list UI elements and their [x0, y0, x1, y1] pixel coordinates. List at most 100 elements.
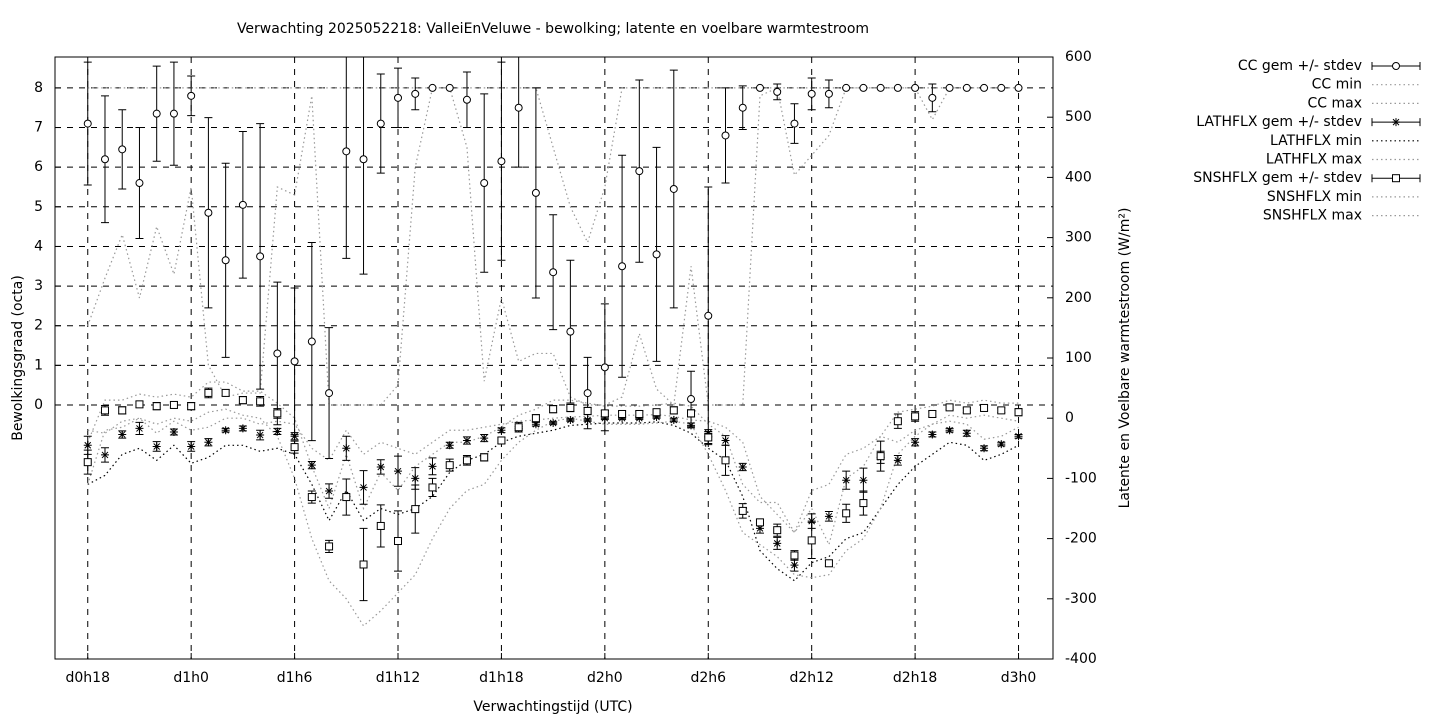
x-tick-label: d3h0 [1001, 670, 1037, 686]
marker [497, 436, 506, 445]
range-line [87, 87, 1019, 407]
marker [583, 389, 592, 398]
legend-marker [1392, 62, 1400, 70]
marker [549, 405, 558, 414]
marker [773, 526, 782, 535]
y-tick-label: 7 [34, 120, 43, 136]
x-tick-label: d2h12 [789, 670, 833, 686]
marker [773, 87, 782, 96]
marker [169, 400, 178, 409]
marker [204, 388, 213, 397]
marker [83, 119, 92, 128]
marker [652, 412, 661, 421]
marker [307, 493, 316, 502]
marker [945, 83, 954, 92]
marker [100, 450, 109, 459]
marker [1014, 83, 1023, 92]
marker [687, 409, 696, 418]
y-axis-label: Bewolkingsgraad (octa) [10, 275, 26, 441]
marker [152, 109, 161, 118]
marker [238, 396, 247, 405]
marker [652, 250, 661, 259]
y2-tick-label: 100 [1065, 350, 1092, 366]
marker [635, 167, 644, 176]
y2-axis-label: Latente en Voelbare warmtestroom (W/m²) [1117, 208, 1133, 509]
marker [411, 474, 420, 483]
marker [480, 434, 489, 443]
marker [411, 505, 420, 514]
y2-tick-label: 300 [1065, 230, 1092, 246]
marker [738, 506, 747, 515]
marker [342, 147, 351, 156]
marker [100, 155, 109, 164]
marker [824, 559, 833, 568]
marker [859, 499, 868, 508]
y2-tick-label: 400 [1065, 169, 1092, 185]
marker [135, 400, 144, 409]
marker [687, 421, 696, 430]
marker [462, 456, 471, 465]
marker [256, 252, 265, 261]
marker [118, 406, 127, 415]
marker [273, 349, 282, 358]
marker [83, 458, 92, 467]
range-line [87, 408, 1019, 627]
marker [893, 83, 902, 92]
legend-label: SNSHFLX min [1267, 189, 1362, 205]
marker [376, 521, 385, 530]
x-tick-label: d2h18 [893, 670, 937, 686]
y2-tick-label: -400 [1065, 651, 1097, 667]
marker [618, 262, 627, 271]
marker [945, 403, 954, 412]
legend-label: CC gem +/- stdev [1238, 58, 1362, 74]
marker [997, 83, 1006, 92]
marker [807, 536, 816, 545]
marker [187, 442, 196, 451]
marker [514, 103, 523, 112]
marker [394, 537, 403, 546]
marker [618, 414, 627, 423]
marker [928, 93, 937, 102]
y-tick-label: 3 [34, 278, 43, 294]
marker [514, 423, 523, 432]
legend-label: CC max [1307, 95, 1362, 111]
marker [462, 436, 471, 445]
marker [325, 389, 334, 398]
marker [428, 483, 437, 492]
marker [824, 512, 833, 521]
marker [911, 83, 920, 92]
marker [221, 426, 230, 435]
marker [755, 83, 764, 92]
y-tick-label: 2 [34, 318, 43, 334]
marker [859, 83, 868, 92]
marker [221, 256, 230, 265]
marker [445, 461, 454, 470]
marker [394, 467, 403, 476]
marker [256, 431, 265, 440]
y2-tick-label: 600 [1065, 49, 1092, 65]
marker [600, 363, 609, 372]
marker [325, 487, 334, 496]
marker [359, 483, 368, 492]
marker [152, 442, 161, 451]
marker [428, 83, 437, 92]
marker [790, 119, 799, 128]
marker [100, 406, 109, 415]
marker [807, 517, 816, 526]
y2-tick-label: 500 [1065, 109, 1092, 125]
legend-label: SNSHFLX max [1263, 208, 1362, 224]
marker [721, 131, 730, 140]
marker [204, 208, 213, 217]
marker [411, 89, 420, 98]
marker [342, 444, 351, 453]
marker [394, 93, 403, 102]
marker [704, 433, 713, 442]
marker [307, 337, 316, 346]
marker [169, 109, 178, 118]
marker [790, 561, 799, 570]
x-tick-label: d2h6 [690, 670, 726, 686]
marker [911, 438, 920, 447]
marker [187, 402, 196, 411]
x-tick-label: d2h0 [587, 670, 623, 686]
y-tick-label: 8 [34, 80, 43, 96]
